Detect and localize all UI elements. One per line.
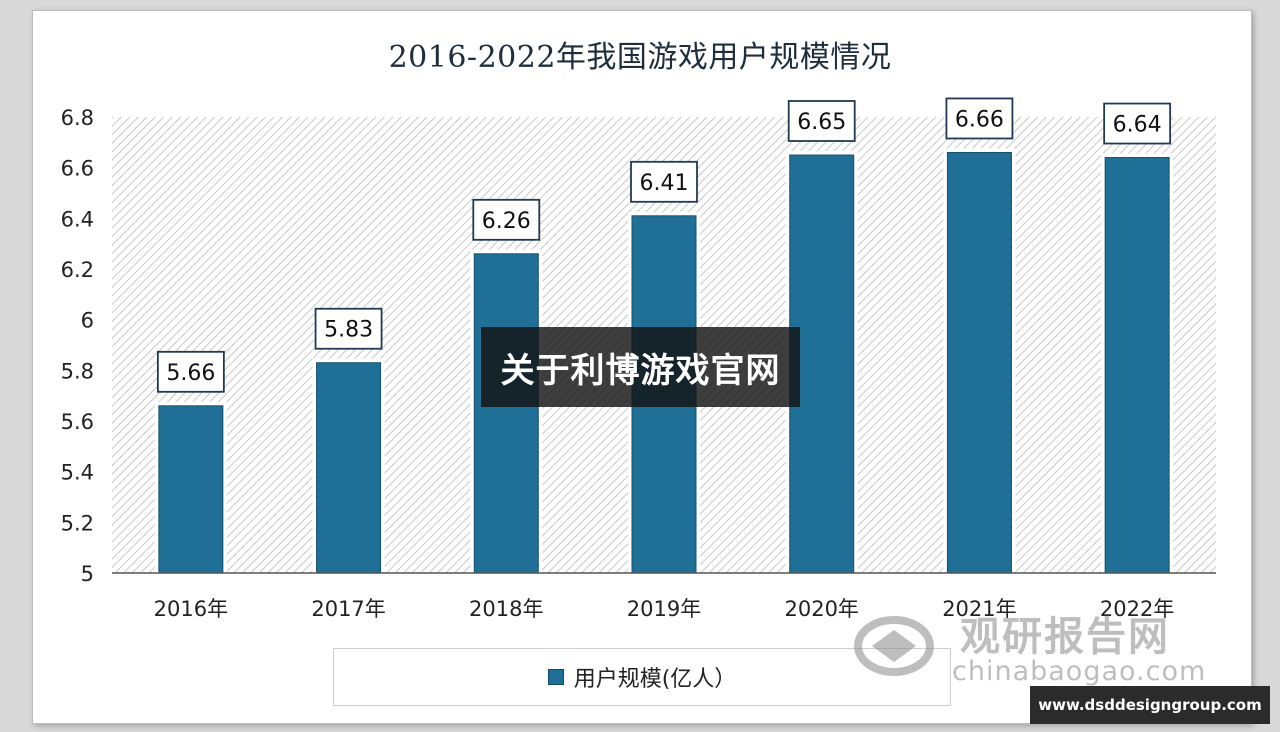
bar bbox=[316, 362, 382, 574]
y-tick-label: 5.4 bbox=[61, 461, 94, 485]
data-label: 5.83 bbox=[324, 318, 373, 343]
y-tick-label: 5.8 bbox=[61, 359, 94, 383]
legend-swatch bbox=[547, 669, 564, 685]
x-tick-label: 2016年 bbox=[154, 597, 228, 621]
y-tick-label: 5 bbox=[81, 562, 94, 586]
data-label: 6.26 bbox=[482, 209, 531, 234]
x-tick-label: 2017年 bbox=[311, 597, 385, 621]
y-tick-label: 6.4 bbox=[61, 207, 94, 231]
bar bbox=[158, 405, 224, 574]
site-tag[interactable]: www.dsddesigngroup.com bbox=[1030, 686, 1270, 724]
x-tick-label: 2021年 bbox=[942, 597, 1016, 621]
bar bbox=[473, 253, 539, 574]
x-tick-label: 2019年 bbox=[627, 597, 701, 621]
data-label-box bbox=[945, 97, 1014, 140]
x-tick-label: 2020年 bbox=[784, 597, 858, 621]
bar bbox=[789, 154, 855, 574]
data-label-box bbox=[630, 160, 698, 203]
y-tick-label: 6 bbox=[81, 309, 94, 333]
data-label: 6.41 bbox=[640, 171, 689, 196]
data-label-box bbox=[1103, 102, 1172, 145]
data-label: 6.65 bbox=[797, 110, 846, 135]
data-label: 6.66 bbox=[955, 107, 1004, 132]
chart-title: 2016-2022年我国游戏用户规模情况 bbox=[388, 40, 892, 75]
data-label: 5.66 bbox=[166, 361, 215, 386]
bar bbox=[946, 151, 1012, 574]
bar bbox=[1104, 157, 1170, 574]
x-tick-label: 2018年 bbox=[469, 597, 543, 621]
y-tick-label: 6.8 bbox=[61, 106, 94, 130]
legend-label: 用户规模(亿人） bbox=[573, 667, 737, 692]
data-label-box bbox=[787, 100, 856, 142]
data-label-box bbox=[472, 198, 541, 241]
y-tick-label: 6.6 bbox=[61, 157, 94, 181]
y-tick-label: 5.6 bbox=[61, 410, 94, 434]
data-label-box bbox=[156, 350, 225, 393]
y-tick-label: 5.2 bbox=[61, 511, 94, 535]
data-label: 6.64 bbox=[1113, 113, 1162, 138]
data-label-box bbox=[314, 307, 383, 350]
x-tick-label: 2022年 bbox=[1100, 597, 1174, 621]
legend: 用户规模(亿人） bbox=[333, 648, 951, 706]
y-tick-label: 6.2 bbox=[61, 258, 94, 282]
overlay-banner: 关于利博游戏官网 bbox=[481, 327, 800, 407]
